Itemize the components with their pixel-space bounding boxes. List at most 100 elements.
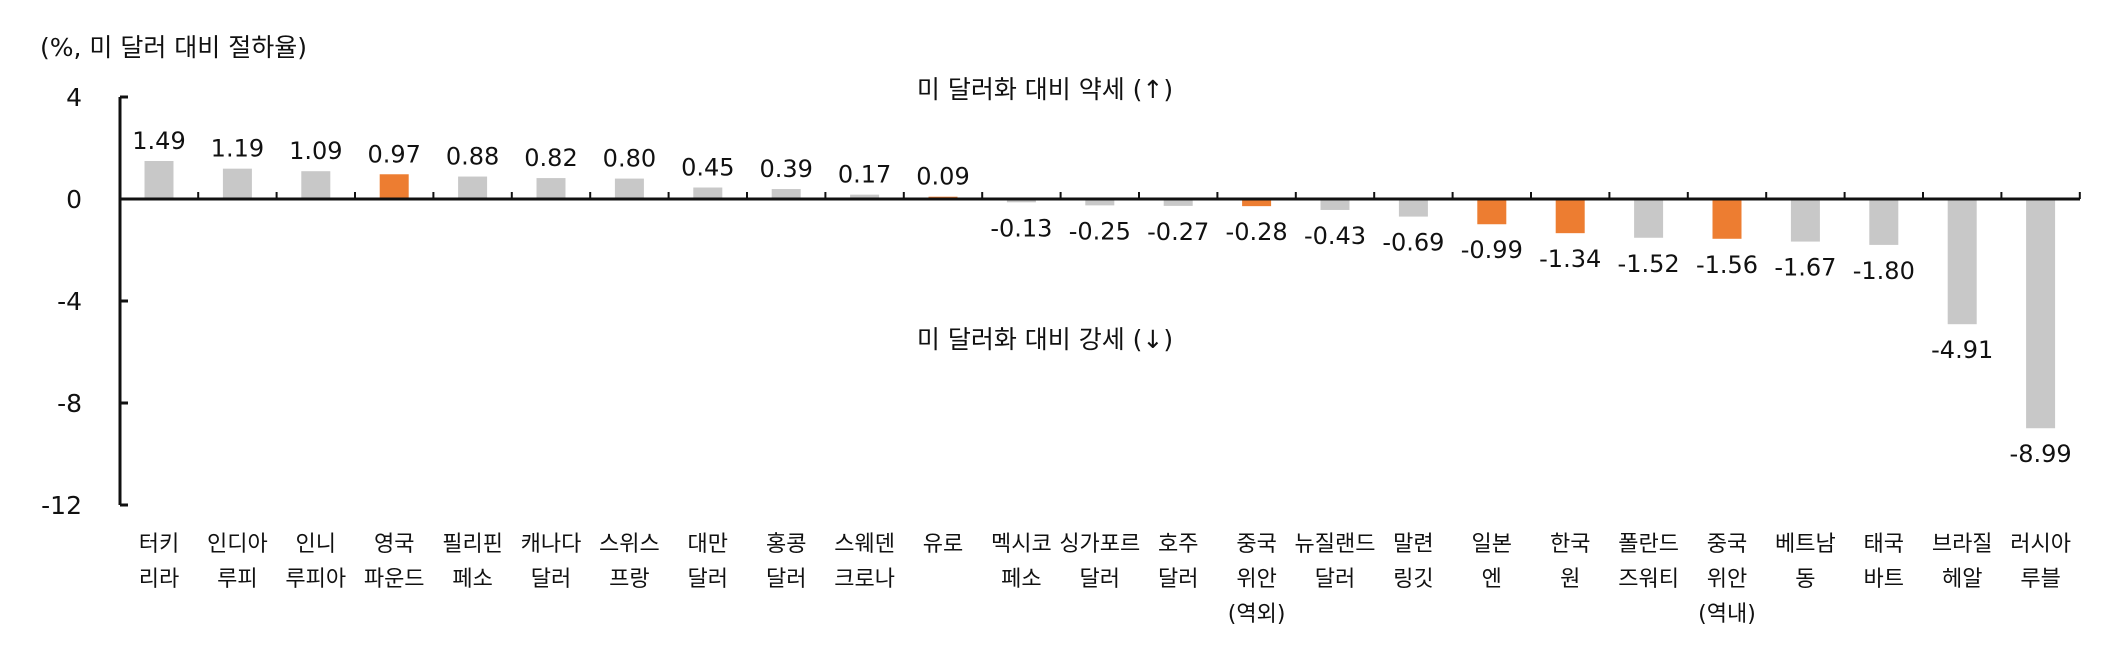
value-label-17: -0.99 (1461, 236, 1523, 264)
y-tick-label-3: -8 (57, 389, 82, 418)
y-tick-label-2: -4 (57, 287, 82, 316)
category-label-17-1: 엔 (1482, 567, 1502, 592)
y-tick-label-1: 0 (66, 185, 82, 214)
category-label-16-1: 링깃 (1393, 567, 1433, 592)
bar-23 (1947, 199, 1977, 325)
y-tick-label-0: 4 (66, 83, 82, 112)
category-label-1-1: 루피 (217, 567, 257, 592)
value-label-2: 1.09 (289, 137, 342, 165)
category-label-21-1: 동 (1795, 567, 1815, 592)
bar-6 (614, 178, 644, 199)
bar-24 (2026, 199, 2056, 429)
category-label-19-1: 즈워티 (1618, 567, 1679, 592)
category-label-11-1: 페소 (1001, 567, 1041, 592)
value-label-1: 1.19 (211, 135, 264, 163)
value-label-8: 0.39 (759, 155, 812, 183)
annotation-strong-vs-usd: 미 달러화 대비 강세 (↓) (917, 325, 1173, 354)
value-label-6: 0.80 (603, 145, 656, 173)
bar-7 (693, 187, 723, 199)
bar-17 (1477, 199, 1507, 225)
value-label-24: -8.99 (2010, 440, 2072, 468)
value-label-14: -0.28 (1226, 218, 1288, 246)
category-label-4-0: 필리핀 (442, 532, 503, 557)
value-label-7: 0.45 (681, 154, 734, 182)
bar-14 (1242, 199, 1272, 207)
category-label-24-0: 러시아 (2010, 532, 2071, 557)
bar-19 (1634, 199, 1664, 238)
category-label-9-1: 크로나 (834, 567, 895, 592)
bar-8 (771, 189, 801, 199)
value-label-13: -0.27 (1147, 218, 1209, 246)
y-tick-label-4: -12 (41, 491, 82, 520)
category-label-18-1: 원 (1560, 567, 1580, 592)
category-label-24-1: 루블 (2020, 567, 2060, 592)
value-label-0: 1.49 (132, 127, 185, 155)
category-label-20-1: 위안 (1707, 567, 1747, 592)
value-label-10: 0.09 (916, 163, 969, 191)
category-label-23-0: 브라질 (1932, 532, 1993, 557)
category-label-21-0: 베트남 (1775, 532, 1836, 557)
bars-layer (144, 161, 2056, 429)
y-unit-label: (%, 미 달러 대비 절하율) (40, 33, 307, 62)
axes-layer: 4 0 -4 -8 -12 (41, 83, 2081, 520)
category-label-11-0: 멕시코 (991, 532, 1052, 557)
value-label-11: -0.13 (990, 214, 1052, 242)
bar-1 (222, 168, 252, 199)
category-label-6-0: 스위스 (599, 532, 660, 557)
value-label-18: -1.34 (1539, 245, 1601, 273)
value-label-21: -1.67 (1774, 254, 1836, 282)
bar-4 (458, 176, 488, 199)
category-label-23-1: 헤알 (1942, 567, 1982, 592)
category-label-2-0: 인니 (296, 532, 336, 557)
category-label-19-0: 폴란드 (1618, 532, 1679, 557)
value-label-5: 0.82 (524, 144, 577, 172)
category-label-22-0: 태국 (1864, 532, 1904, 557)
category-label-20-2: (역내) (1698, 602, 1756, 627)
category-label-2-1: 루피아 (285, 567, 346, 592)
category-label-14-2: (역외) (1228, 602, 1286, 627)
category-label-14-0: 중국 (1236, 532, 1276, 557)
category-label-8-0: 홍콩 (766, 532, 806, 557)
bar-5 (536, 178, 566, 199)
category-label-5-0: 캐나다 (521, 532, 582, 557)
value-label-9: 0.17 (838, 161, 891, 189)
category-label-5-1: 달러 (531, 567, 571, 592)
bar-9 (850, 194, 880, 199)
bar-0 (144, 161, 174, 199)
category-label-7-0: 대만 (688, 532, 728, 557)
category-label-0-1: 리라 (139, 567, 179, 592)
category-label-10-0: 유로 (923, 532, 963, 557)
bar-2 (301, 171, 331, 199)
bar-22 (1869, 199, 1899, 245)
bar-16 (1398, 199, 1428, 217)
value-label-19: -1.52 (1618, 250, 1680, 278)
bar-3 (379, 174, 409, 199)
value-label-22: -1.80 (1853, 257, 1915, 285)
bar-15 (1320, 199, 1350, 210)
bar-18 (1555, 199, 1585, 234)
bar-12 (1085, 199, 1115, 206)
category-label-1-0: 인디아 (207, 532, 268, 557)
category-label-15-1: 달러 (1315, 567, 1355, 592)
value-label-20: -1.56 (1696, 251, 1758, 279)
category-label-13-1: 달러 (1158, 567, 1198, 592)
category-label-13-0: 호주 (1158, 532, 1198, 557)
bar-20 (1712, 199, 1742, 239)
annotation-weak-vs-usd: 미 달러화 대비 약세 (↑) (917, 75, 1173, 104)
bar-11 (1006, 199, 1036, 203)
category-label-3-0: 영국 (374, 532, 414, 557)
category-label-9-0: 스웨덴 (834, 532, 895, 557)
category-label-8-1: 달러 (766, 567, 806, 592)
value-label-16: -0.69 (1382, 229, 1444, 257)
category-label-15-0: 뉴질랜드 (1295, 532, 1376, 557)
category-label-22-1: 바트 (1864, 567, 1904, 592)
category-label-4-1: 페소 (452, 567, 492, 592)
value-label-23: -4.91 (1931, 336, 1993, 364)
category-label-16-0: 말련 (1393, 532, 1433, 557)
category-label-20-0: 중국 (1707, 532, 1747, 557)
value-label-15: -0.43 (1304, 222, 1366, 250)
category-label-12-1: 달러 (1080, 567, 1120, 592)
category-label-17-0: 일본 (1472, 532, 1512, 557)
category-label-7-1: 달러 (688, 567, 728, 592)
